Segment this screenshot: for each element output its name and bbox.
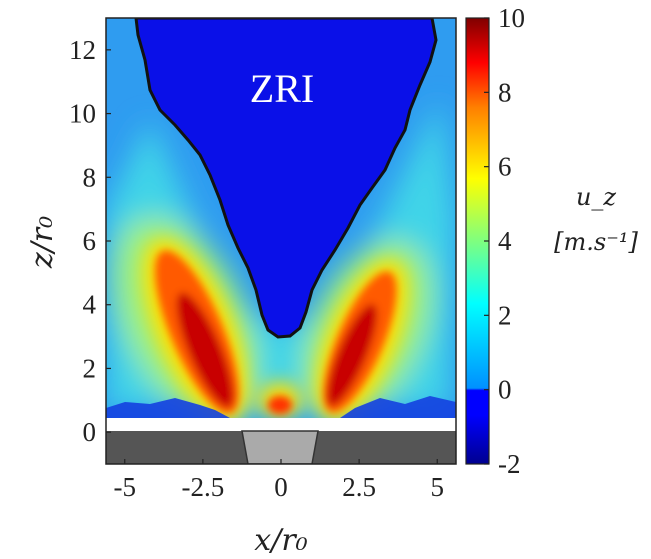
colorbar-tick-label: 6 bbox=[498, 152, 512, 182]
x-axis-label: x/r₀ bbox=[254, 523, 307, 558]
y-tick-label: 6 bbox=[83, 226, 97, 256]
y-ticks: 0 2 4 6 8 10 12 bbox=[69, 35, 111, 447]
colorbar-ticks: -2 0 2 4 6 8 10 bbox=[484, 3, 525, 479]
jet-core-layer bbox=[155, 250, 397, 414]
x-tick-label: -5 bbox=[114, 472, 137, 502]
wall-gap bbox=[106, 418, 456, 431]
colorbar-tick-label: 0 bbox=[498, 375, 512, 405]
y-axis-label: z/r₀ bbox=[25, 216, 60, 269]
x-ticks: -5 -2.5 0 2.5 5 bbox=[114, 459, 445, 502]
y-tick-label: 0 bbox=[83, 417, 97, 447]
zri-annotation: ZRI bbox=[250, 66, 314, 111]
heatmap bbox=[106, 18, 456, 464]
colorbar-tick-label: 4 bbox=[498, 226, 512, 256]
colorbar-tick-label: 8 bbox=[498, 77, 512, 107]
y-tick-label: 12 bbox=[69, 35, 96, 65]
negative-patch-left bbox=[106, 398, 230, 418]
zri-region bbox=[134, 18, 438, 339]
x-tick-label: 5 bbox=[431, 472, 445, 502]
x-tick-label: 0 bbox=[274, 472, 288, 502]
colorbar-tick-label: -2 bbox=[498, 449, 521, 479]
nozzle-exit bbox=[241, 430, 319, 464]
y-tick-label: 4 bbox=[83, 290, 97, 320]
y-tick-label: 8 bbox=[83, 162, 97, 192]
x-tick-label: -2.5 bbox=[182, 472, 225, 502]
colorbar-label-line2: [m.s⁻¹] bbox=[554, 228, 638, 256]
negative-patch-right bbox=[340, 396, 456, 418]
colorbar-label-line1: u_z bbox=[576, 183, 616, 211]
colorbar-tick-label: 10 bbox=[498, 3, 525, 33]
y-tick-label: 2 bbox=[83, 353, 97, 383]
y-tick-label: 10 bbox=[69, 99, 96, 129]
x-tick-label: 2.5 bbox=[342, 472, 376, 502]
colorbar-tick-label: 2 bbox=[498, 300, 512, 330]
